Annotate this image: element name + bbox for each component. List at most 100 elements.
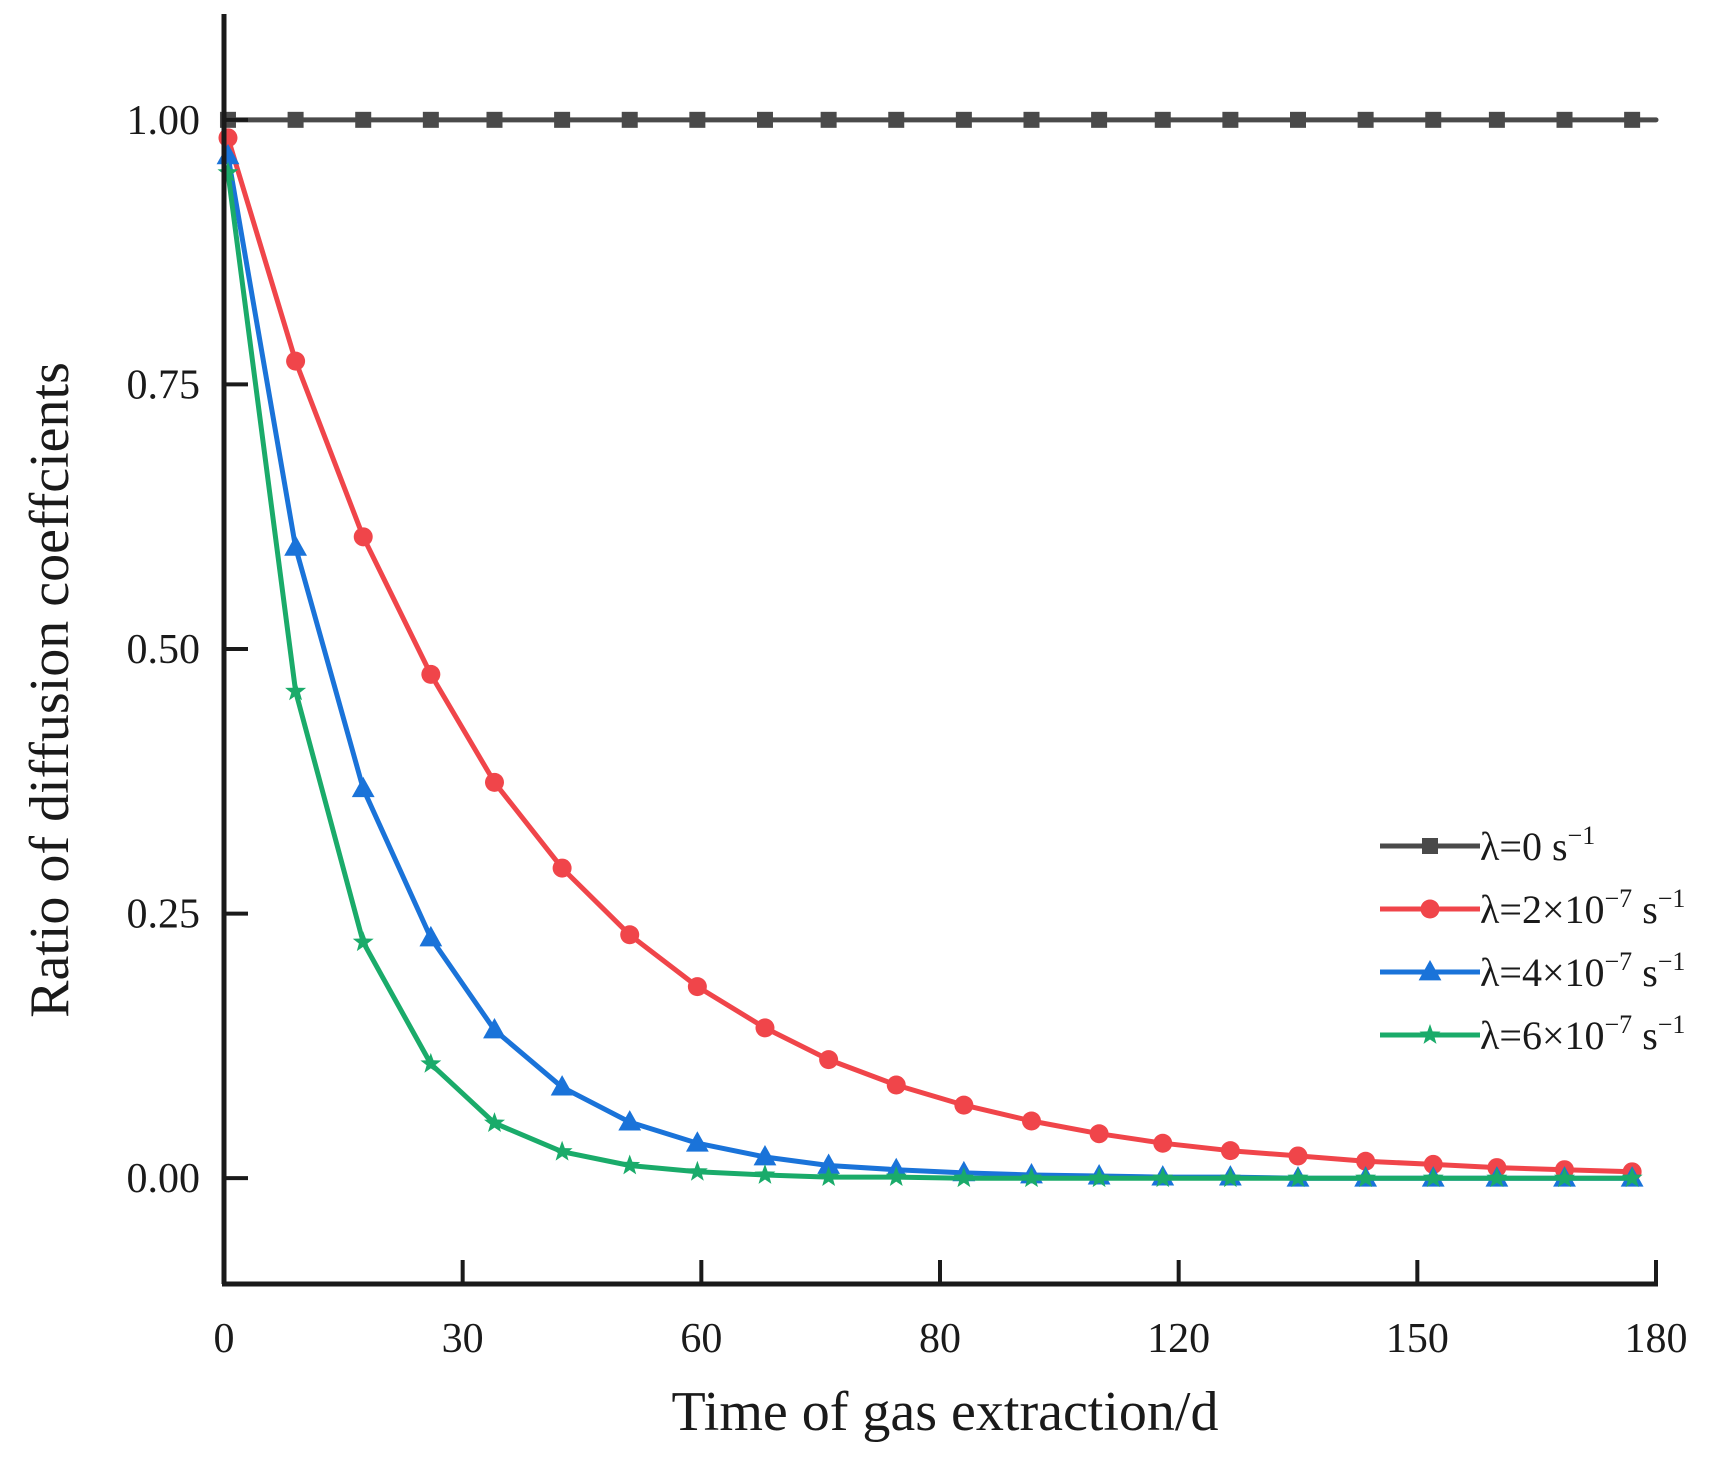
data-point: [285, 680, 307, 701]
data-point: [1023, 111, 1040, 128]
data-point: [287, 111, 304, 128]
data-point: [621, 111, 638, 128]
data-point: [754, 1164, 776, 1184]
x-tick-label: 150: [1386, 1316, 1449, 1362]
data-point: [1425, 111, 1442, 128]
data-point: [1021, 1167, 1042, 1188]
data-point: [620, 925, 640, 945]
data-point: [619, 1154, 641, 1175]
data-point: [886, 1075, 906, 1095]
data-point: [1154, 111, 1171, 128]
legend-swatch-marker: [1422, 838, 1438, 854]
data-point: [486, 111, 503, 128]
data-point: [1153, 1133, 1173, 1153]
data-point: [685, 1131, 709, 1152]
data-point: [885, 1166, 907, 1186]
data-point: [756, 111, 773, 128]
data-point: [1355, 1167, 1377, 1188]
y-tick-label: 0.00: [127, 1156, 201, 1202]
x-tick-label: 180: [1625, 1316, 1688, 1362]
data-point: [686, 1160, 708, 1181]
data-point: [1556, 111, 1573, 128]
data-point: [1219, 1167, 1241, 1188]
data-point: [419, 925, 443, 947]
data-point: [1357, 111, 1374, 128]
data-point: [1356, 1151, 1376, 1171]
legend-item-1: λ=2×10−7 s−1: [1380, 884, 1685, 932]
data-point: [687, 977, 707, 997]
legend-swatch-marker: [1420, 899, 1440, 919]
data-point: [953, 1167, 975, 1188]
data-point: [351, 776, 375, 798]
y-tick-label: 0.75: [127, 362, 201, 408]
data-point: [552, 858, 572, 878]
data-point: [819, 1050, 839, 1070]
data-point: [352, 931, 374, 952]
ticks-layer: 0 30 60 80 120 150 180 0.00 0.25 0.50 0.75 1.00: [127, 98, 1688, 1362]
legend-item-2: λ=4×10−7 s−1: [1380, 947, 1685, 995]
y-tick-label: 1.00: [127, 98, 201, 144]
x-tick-label: 120: [1147, 1316, 1210, 1362]
series-line: [225, 135, 1635, 1175]
x-tick-label: 0: [214, 1316, 235, 1362]
y-axis-title: Ratio of diffusion coeffcients: [19, 362, 81, 1018]
legend-swatch-marker: [1419, 1024, 1441, 1044]
data-point: [284, 535, 307, 556]
legend-item-0: λ=0 s−1: [1380, 821, 1595, 869]
series-line: [225, 170, 1635, 1181]
data-point: [689, 111, 706, 128]
data-point: [1287, 1167, 1309, 1188]
data-point: [755, 1018, 775, 1038]
legend-label: λ=0 s−1: [1480, 821, 1595, 869]
data-point: [1288, 1146, 1308, 1166]
series-3: [217, 161, 1643, 1188]
x-tick-label: 60: [680, 1316, 722, 1362]
data-point: [1091, 111, 1108, 128]
data-point: [550, 1075, 574, 1096]
data-point: [353, 527, 373, 547]
data-point: [820, 111, 837, 128]
data-point: [1152, 1167, 1174, 1188]
data-point: [1089, 1124, 1109, 1144]
data-point: [1621, 1167, 1643, 1188]
data-point: [422, 111, 439, 128]
x-tick-label: 80: [919, 1316, 961, 1362]
data-point: [618, 1110, 642, 1131]
data-point: [955, 111, 972, 128]
series-1: [218, 128, 1642, 1182]
data-point: [1021, 1111, 1041, 1131]
legend-label: λ=2×10−7 s−1: [1480, 884, 1685, 932]
legend-label: λ=6×10−7 s−1: [1480, 1010, 1685, 1058]
series-0: [219, 111, 1659, 128]
data-point: [1488, 111, 1505, 128]
data-point: [954, 1095, 974, 1115]
axes-layer: [221, 14, 1658, 1287]
data-point: [753, 1145, 777, 1166]
data-point: [551, 1140, 573, 1161]
data-point: [554, 111, 571, 128]
data-point: [1423, 1154, 1443, 1174]
data-point: [217, 161, 239, 182]
legend-label: λ=4×10−7 s−1: [1480, 947, 1685, 995]
legend: λ=0 s−1 λ=2×10−7 s−1 λ=4×10−7 s−1 λ=6×10−7 …: [1380, 821, 1685, 1058]
data-point: [286, 351, 306, 371]
data-point: [1088, 1167, 1110, 1188]
data-point: [355, 111, 372, 128]
data-point: [484, 1112, 505, 1132]
data-point: [1220, 1141, 1240, 1161]
y-tick-label: 0.25: [127, 892, 201, 938]
data-point: [216, 143, 240, 165]
data-point: [1624, 111, 1641, 128]
y-tick-label: 0.50: [127, 627, 201, 673]
data-point: [420, 1052, 442, 1073]
data-point: [1290, 111, 1306, 128]
data-point: [888, 111, 905, 128]
x-tick-label: 30: [442, 1316, 484, 1362]
data-point: [818, 1166, 840, 1186]
data-point: [421, 664, 441, 684]
data-point: [1222, 111, 1239, 128]
data-point: [817, 1153, 841, 1174]
series-layer: [216, 111, 1659, 1188]
series-line: [225, 153, 1635, 1181]
